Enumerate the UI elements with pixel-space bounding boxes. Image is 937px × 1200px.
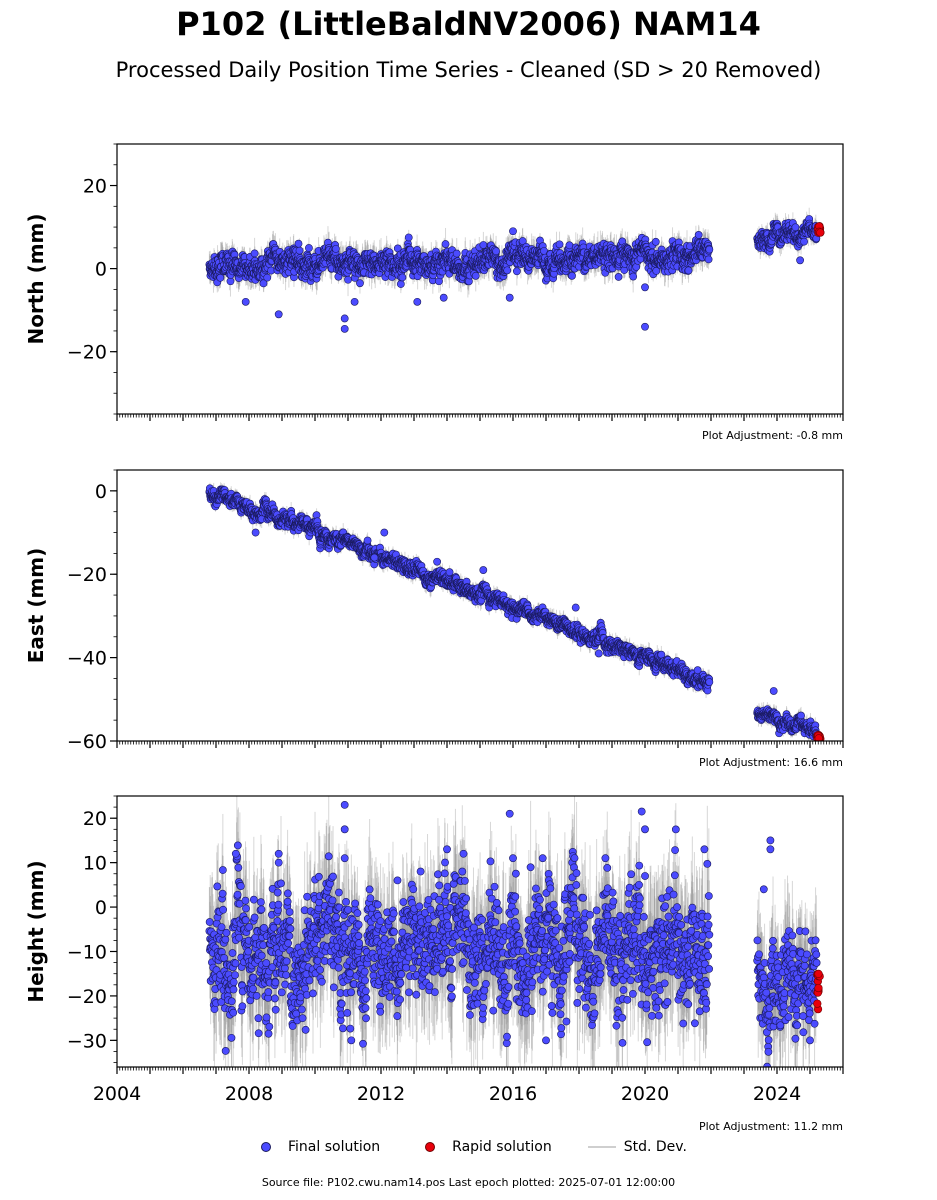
final-point — [801, 238, 808, 245]
final-point — [397, 280, 404, 287]
plot-adjustment-note: Plot Adjustment: -0.8 mm — [702, 429, 843, 442]
final-point-outlier — [506, 294, 513, 301]
final-point-outlier — [351, 298, 358, 305]
rapid-point — [816, 229, 824, 237]
final-point — [472, 272, 479, 279]
final-point — [685, 267, 692, 274]
final-point — [453, 250, 460, 257]
final-point — [492, 248, 499, 255]
y-tick-label: 0 — [95, 259, 107, 281]
final-point — [652, 238, 659, 245]
plot-frame — [117, 144, 843, 414]
final-point — [630, 273, 637, 280]
y-tick-label: 20 — [83, 176, 107, 198]
final-point — [504, 267, 511, 274]
final-point-outlier — [797, 257, 804, 264]
final-point — [356, 280, 363, 287]
final-point — [344, 276, 351, 283]
final-point — [556, 241, 563, 248]
plot-area — [206, 482, 824, 744]
final-point — [264, 274, 271, 281]
final-point — [405, 234, 412, 241]
final-point-outlier — [242, 298, 249, 305]
final-point — [792, 224, 799, 231]
final-point-outlier — [341, 315, 348, 322]
panel-1: 20 0 −20 North (mm) Plot Adjustment: -0.8 mm — [24, 144, 843, 442]
final-point-outlier — [341, 325, 348, 332]
final-point — [217, 274, 224, 281]
final-point-outlier — [275, 311, 282, 318]
final-point-outlier — [641, 323, 648, 330]
final-point — [305, 244, 312, 251]
final-point — [480, 241, 487, 248]
final-point-outlier — [295, 240, 302, 247]
final-point — [705, 256, 712, 263]
final-point — [568, 272, 575, 279]
final-point-outlier — [440, 294, 447, 301]
rapid-points — [814, 222, 824, 236]
final-point — [296, 247, 303, 254]
final-point-outlier — [414, 298, 421, 305]
final-point — [332, 245, 339, 252]
y-tick-label: −20 — [67, 342, 107, 364]
final-point — [442, 240, 449, 247]
y-axis-label: North (mm) — [24, 213, 48, 344]
final-point — [513, 268, 520, 275]
final-point — [251, 250, 258, 257]
plot-area — [206, 208, 824, 333]
final-point-outlier — [615, 273, 622, 280]
final-points — [206, 215, 820, 332]
final-point — [706, 246, 713, 253]
final-point-outlier — [641, 284, 648, 291]
final-point-outlier — [509, 228, 516, 235]
final-point — [399, 274, 406, 281]
final-point — [695, 231, 702, 238]
